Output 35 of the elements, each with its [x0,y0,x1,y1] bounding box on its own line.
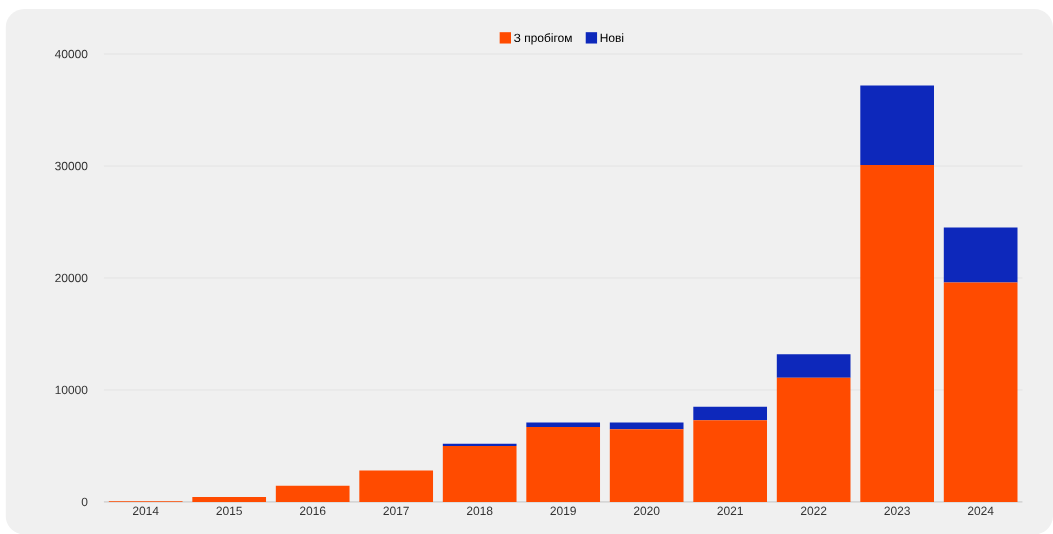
bar [609,428,684,502]
x-tick-label: 2022 [800,506,827,515]
bar [442,445,517,502]
bar [776,377,851,502]
x-tick-label: 2020 [633,506,660,515]
bar [442,443,517,446]
bar [275,485,350,502]
y-tick-label: 40000 [54,49,88,59]
bar [943,227,1018,283]
x-tick-label: 2017 [383,506,409,515]
x-tick-label: 2016 [299,506,326,515]
x-tick-label: 2021 [717,506,743,515]
legend-label: Нові [600,33,624,42]
bar [776,353,851,378]
bar [526,426,601,502]
y-tick-label: 20000 [55,273,88,283]
bar [860,164,935,502]
y-tick-label: 10000 [55,385,88,394]
bar [609,422,684,429]
x-tick-label: 2014 [133,506,159,515]
x-tick-label: 2024 [967,506,994,515]
y-tick-label: 0 [81,497,88,506]
bar [526,422,601,427]
x-tick-label: 2018 [466,506,493,515]
x-tick-label: 2015 [216,506,242,515]
bar [693,419,768,502]
bar [860,85,935,165]
legend-label: З пробігом [514,33,572,45]
y-tick-label: 30000 [55,161,88,171]
bar [943,282,1018,502]
bar [359,470,434,502]
x-tick-label: 2023 [884,506,910,515]
x-tick-label: 2019 [550,506,576,515]
bar [192,496,267,502]
bar [693,406,768,420]
